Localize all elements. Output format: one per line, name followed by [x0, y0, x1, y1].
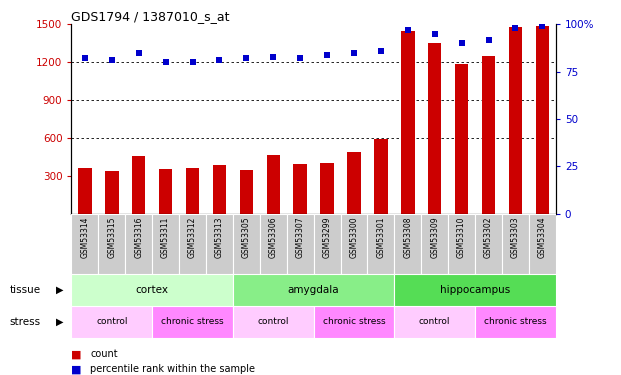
- Text: stress: stress: [9, 316, 40, 327]
- Point: [295, 56, 305, 62]
- Point: [107, 57, 117, 63]
- Bar: [260, 214, 287, 274]
- Bar: [78, 168, 92, 214]
- Text: chronic stress: chronic stress: [323, 317, 385, 326]
- Text: cortex: cortex: [135, 285, 169, 295]
- Bar: [314, 306, 394, 338]
- Bar: [186, 168, 199, 214]
- Bar: [233, 306, 314, 338]
- Bar: [475, 306, 556, 338]
- Bar: [71, 306, 152, 338]
- Text: ■: ■: [71, 364, 82, 374]
- Text: GSM53304: GSM53304: [538, 217, 547, 258]
- Bar: [455, 63, 468, 214]
- Text: GSM53306: GSM53306: [269, 217, 278, 258]
- Bar: [233, 214, 260, 274]
- Bar: [266, 155, 280, 214]
- Bar: [314, 214, 340, 274]
- Text: percentile rank within the sample: percentile rank within the sample: [90, 364, 255, 374]
- Point: [242, 56, 252, 62]
- Text: control: control: [258, 317, 289, 326]
- Point: [349, 50, 359, 56]
- Text: ▶: ▶: [56, 316, 63, 327]
- Text: count: count: [90, 350, 117, 359]
- Text: hippocampus: hippocampus: [440, 285, 510, 295]
- Bar: [294, 164, 307, 214]
- Bar: [105, 171, 119, 214]
- Text: control: control: [419, 317, 450, 326]
- Bar: [98, 214, 125, 274]
- Bar: [320, 163, 334, 214]
- Text: ■: ■: [71, 350, 82, 359]
- Text: chronic stress: chronic stress: [484, 317, 546, 326]
- Text: GSM53303: GSM53303: [511, 217, 520, 258]
- Text: control: control: [96, 317, 127, 326]
- Text: GSM53316: GSM53316: [134, 217, 143, 258]
- Bar: [179, 214, 206, 274]
- Point: [268, 54, 278, 60]
- Text: chronic stress: chronic stress: [161, 317, 224, 326]
- Bar: [448, 214, 475, 274]
- Text: GSM53313: GSM53313: [215, 217, 224, 258]
- Point: [456, 40, 466, 46]
- Bar: [71, 214, 98, 274]
- Text: GSM53310: GSM53310: [457, 217, 466, 258]
- Text: GSM53314: GSM53314: [80, 217, 89, 258]
- Point: [214, 57, 224, 63]
- Text: GSM53301: GSM53301: [376, 217, 386, 258]
- Bar: [206, 214, 233, 274]
- Bar: [502, 214, 529, 274]
- Bar: [240, 170, 253, 214]
- Point: [376, 48, 386, 54]
- Bar: [159, 169, 172, 214]
- Text: GSM53308: GSM53308: [403, 217, 412, 258]
- Point: [403, 27, 413, 33]
- Text: GSM53312: GSM53312: [188, 217, 197, 258]
- Bar: [394, 214, 421, 274]
- Point: [537, 23, 547, 29]
- Bar: [132, 156, 145, 214]
- Bar: [394, 306, 475, 338]
- Point: [134, 50, 143, 56]
- Point: [161, 59, 171, 65]
- Bar: [535, 26, 549, 214]
- Bar: [374, 139, 388, 214]
- Bar: [125, 214, 152, 274]
- Point: [322, 52, 332, 58]
- Bar: [368, 214, 394, 274]
- Bar: [233, 274, 394, 306]
- Text: GDS1794 / 1387010_s_at: GDS1794 / 1387010_s_at: [71, 10, 230, 23]
- Text: amygdala: amygdala: [288, 285, 340, 295]
- Point: [188, 59, 197, 65]
- Bar: [529, 214, 556, 274]
- Bar: [212, 165, 226, 214]
- Bar: [421, 214, 448, 274]
- Point: [80, 56, 90, 62]
- Text: GSM53299: GSM53299: [322, 217, 332, 258]
- Text: GSM53300: GSM53300: [350, 217, 358, 258]
- Text: GSM53309: GSM53309: [430, 217, 439, 258]
- Bar: [394, 274, 556, 306]
- Text: GSM53302: GSM53302: [484, 217, 493, 258]
- Text: ▶: ▶: [56, 285, 63, 295]
- Point: [430, 31, 440, 37]
- Bar: [401, 31, 414, 214]
- Bar: [340, 214, 368, 274]
- Text: GSM53315: GSM53315: [107, 217, 116, 258]
- Bar: [152, 214, 179, 274]
- Point: [510, 25, 520, 31]
- Bar: [509, 27, 522, 214]
- Text: GSM53305: GSM53305: [242, 217, 251, 258]
- Text: GSM53311: GSM53311: [161, 217, 170, 258]
- Bar: [482, 56, 495, 214]
- Bar: [71, 274, 233, 306]
- Bar: [287, 214, 314, 274]
- Bar: [152, 306, 233, 338]
- Bar: [347, 152, 361, 214]
- Point: [484, 36, 494, 42]
- Bar: [428, 43, 442, 214]
- Bar: [475, 214, 502, 274]
- Text: tissue: tissue: [9, 285, 40, 295]
- Text: GSM53307: GSM53307: [296, 217, 305, 258]
